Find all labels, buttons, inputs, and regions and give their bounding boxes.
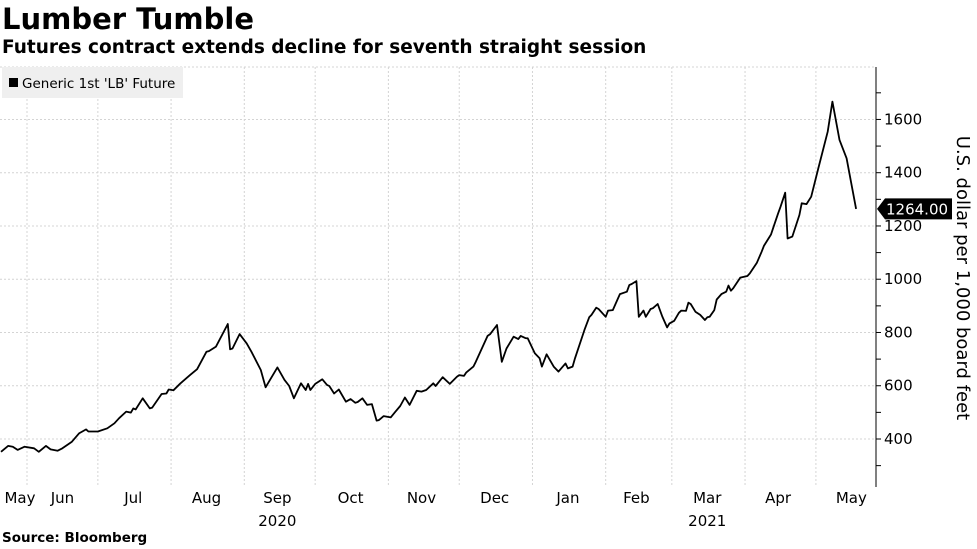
last-value-label: 1264.00	[886, 200, 948, 218]
last-value-tag-background	[877, 198, 952, 220]
gridlines	[0, 66, 876, 487]
x-tick-label: Jun	[50, 489, 74, 507]
x-tick-label: Feb	[623, 489, 650, 507]
legend-background	[2, 67, 183, 98]
x-tick-label: May	[4, 489, 35, 507]
x-year-label: 2020	[258, 512, 296, 530]
y-tick-label: 1200	[884, 217, 922, 235]
y-tick-label: 600	[884, 377, 913, 395]
series-group	[0, 100, 857, 453]
source-note: Source: Bloomberg	[2, 530, 148, 546]
legend-label: Generic 1st 'LB' Future	[22, 76, 175, 92]
x-tick-label: Oct	[338, 489, 364, 507]
chart-subtitle: Futures contract extends decline for sev…	[2, 37, 647, 58]
chart-title: Lumber Tumble	[2, 2, 254, 36]
x-axis-labels: May Jun Jul Aug Sep Oct Nov Dec Jan Feb Mar Apr May 2…	[4, 489, 866, 530]
series-line	[0, 100, 857, 453]
x-year-label: 2021	[688, 512, 726, 530]
y-tick-label: 1600	[884, 110, 922, 128]
x-tick-label: Mar	[693, 489, 722, 507]
y-tick-label: 400	[884, 430, 913, 448]
legend-swatch	[9, 78, 18, 87]
y-tick-label: 1000	[884, 270, 922, 288]
y-axis-ticks: 400 600 800 1000 1200 1400 1600	[876, 92, 922, 467]
x-tick-label: Sep	[263, 489, 291, 507]
x-tick-label: Jan	[555, 489, 579, 507]
x-tick-label: Nov	[407, 489, 436, 507]
y-tick-label: 800	[884, 323, 913, 341]
y-axis-title: U.S. dollar per 1,000 board feet	[952, 136, 973, 420]
x-tick-label: Dec	[480, 489, 509, 507]
y-tick-label: 1400	[884, 164, 922, 182]
last-value-tag: 1264.00	[877, 198, 952, 220]
x-tick-label: Jul	[123, 489, 142, 507]
x-tick-label: Aug	[192, 489, 221, 507]
x-tick-label: May	[836, 489, 867, 507]
legend: Generic 1st 'LB' Future	[2, 67, 183, 98]
x-tick-label: Apr	[765, 489, 792, 507]
